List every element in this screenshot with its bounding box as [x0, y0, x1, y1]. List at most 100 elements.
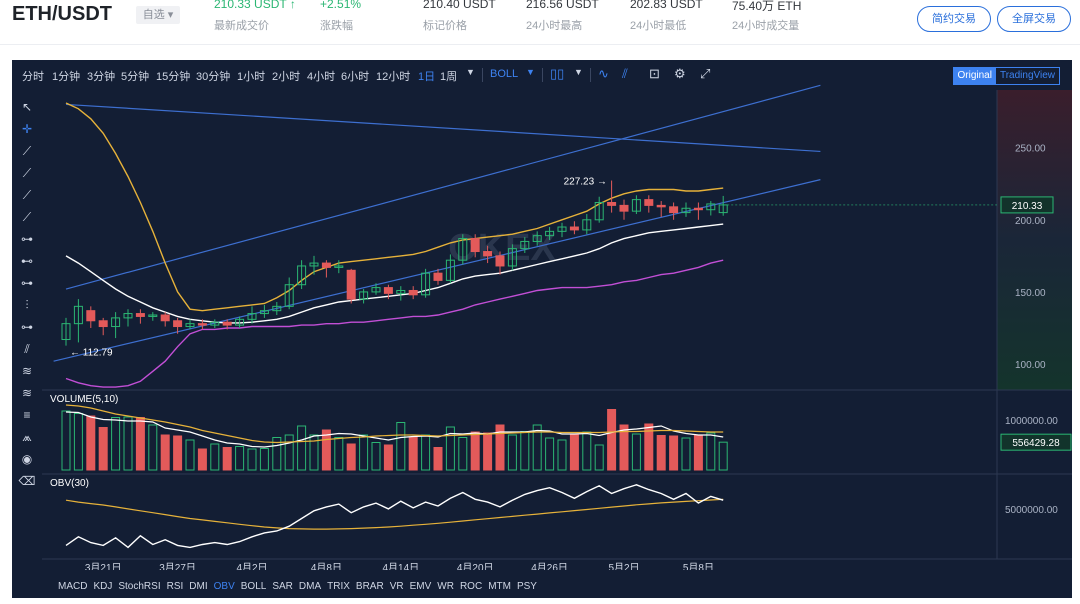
- ind-sar[interactable]: SAR: [272, 581, 293, 592]
- cursor-arrow-icon[interactable]: ↖: [21, 100, 33, 114]
- candle-type-icon[interactable]: ▯▯: [550, 66, 565, 81]
- wave-icon[interactable]: ≋: [21, 386, 33, 400]
- low-24h-value: 202.83 USDT: [630, 0, 703, 11]
- ray-icon[interactable]: ⟋: [22, 166, 32, 180]
- chevron-down-icon[interactable]: ▼: [526, 67, 535, 77]
- ind-rsi[interactable]: RSI: [166, 581, 184, 592]
- ind-kdj[interactable]: KDJ: [93, 581, 113, 592]
- tf-1w[interactable]: 1周: [440, 71, 458, 83]
- tf-15m[interactable]: 15分钟: [156, 71, 191, 83]
- volume-bar: [656, 435, 666, 471]
- chevron-down-icon[interactable]: ▼: [466, 67, 475, 77]
- ind-macd[interactable]: MACD: [58, 581, 88, 592]
- candle-body: [458, 238, 468, 261]
- vertical-line-icon[interactable]: ⫶: [25, 298, 29, 312]
- favorite-button[interactable]: 自选 ▾: [136, 6, 180, 24]
- view-tradingview-button[interactable]: TradingView: [999, 70, 1055, 81]
- volume-last-tag: [1000, 433, 1072, 451]
- volume-bar: [383, 444, 393, 471]
- candle-body: [507, 248, 517, 267]
- horizontal-segment-icon[interactable]: ⊶: [21, 276, 33, 290]
- tf-4h[interactable]: 4小时: [307, 71, 336, 83]
- tf-time[interactable]: 分时: [22, 71, 44, 83]
- ind-psy[interactable]: PSY: [516, 581, 537, 592]
- price-line-icon[interactable]: ⊶: [21, 320, 33, 334]
- volume-bar: [173, 435, 183, 471]
- settings-icon[interactable]: ⚙: [674, 66, 686, 81]
- obv-y-tick: 5000000.00: [1005, 505, 1058, 516]
- ind-emv[interactable]: EMV: [409, 581, 432, 592]
- ind-vr[interactable]: VR: [389, 581, 404, 592]
- camera-icon[interactable]: ⊡: [649, 66, 660, 81]
- view-original-button[interactable]: Original: [953, 68, 996, 84]
- crosshair-icon[interactable]: ✛: [21, 122, 33, 136]
- extended-line-icon[interactable]: ⟋: [22, 188, 32, 202]
- simple-trade-button[interactable]: 简约交易: [917, 6, 991, 32]
- candle-body: [309, 262, 319, 267]
- x-axis-tick: 5月8日: [683, 562, 714, 570]
- volume-bar: [284, 434, 294, 471]
- candle-body: [396, 289, 406, 294]
- candle-body: [669, 206, 679, 214]
- indicator-select[interactable]: BOLL: [490, 68, 519, 80]
- candle-body: [483, 251, 493, 257]
- full-screen-trade-button[interactable]: 全屏交易: [997, 6, 1071, 32]
- volume-bar: [222, 447, 232, 471]
- volume-bar: [148, 424, 158, 471]
- ind-obv[interactable]: OBV: [213, 581, 235, 592]
- segment-icon[interactable]: ⟋: [22, 144, 32, 158]
- eye-icon[interactable]: ◉: [21, 452, 33, 466]
- x-axis-tick: 4月14日: [382, 562, 419, 570]
- volume-bar: [210, 443, 220, 471]
- tf-30m[interactable]: 30分钟: [196, 71, 231, 83]
- trash-icon[interactable]: ⌫: [18, 474, 36, 488]
- ind-roc[interactable]: ROC: [459, 581, 483, 592]
- tf-1m[interactable]: 1分钟: [52, 71, 81, 83]
- volume-bar: [61, 410, 71, 471]
- chart-toolbar: 分时 1分钟 3分钟 5分钟 15分钟 30分钟 1小时 2小时 4小时 6小时…: [12, 60, 1072, 90]
- stat-24h-high: 216.56 USDT 24小时最高: [526, 0, 599, 33]
- chevron-down-icon[interactable]: ▼: [574, 67, 583, 77]
- ind-dma[interactable]: DMA: [298, 581, 322, 592]
- volume-bar: [334, 437, 344, 471]
- trend-line: [53, 179, 821, 362]
- ind-wr[interactable]: WR: [437, 581, 454, 592]
- volume-bar: [594, 444, 604, 471]
- parallel-line-icon[interactable]: ⟋: [22, 210, 32, 224]
- candle-body: [247, 313, 257, 320]
- tf-1h[interactable]: 1小时: [237, 71, 266, 83]
- volume-bar: [718, 441, 728, 471]
- ind-stochrsi[interactable]: StochRSI: [118, 581, 161, 592]
- pattern-icon[interactable]: ≋: [21, 364, 33, 378]
- volume-bar: [73, 413, 83, 471]
- gann-icon[interactable]: ⩕: [22, 430, 32, 444]
- fibonacci-icon[interactable]: ≡: [23, 408, 31, 422]
- stat-24h-low: 202.83 USDT 24小时最低: [630, 0, 703, 33]
- line-chart-icon[interactable]: ∿: [598, 66, 609, 81]
- draw-tool-icon[interactable]: ⫽: [622, 66, 628, 81]
- volume-bar: [545, 437, 555, 471]
- tf-1d[interactable]: 1日: [418, 71, 436, 83]
- ticker-header: ETH/USDT 自选 ▾ 210.33 USDT ↑ 最新成交价 +2.51%…: [0, 0, 1080, 45]
- volume-bar: [520, 431, 530, 471]
- tf-12h[interactable]: 12小时: [376, 71, 411, 83]
- tf-3m[interactable]: 3分钟: [87, 71, 116, 83]
- ind-brar[interactable]: BRAR: [355, 581, 384, 592]
- horizontal-ray-icon[interactable]: ⊷: [21, 254, 33, 268]
- ind-dmi[interactable]: DMI: [189, 581, 208, 592]
- ind-mtm[interactable]: MTM: [488, 581, 511, 592]
- tf-5m[interactable]: 5分钟: [121, 71, 150, 83]
- channel-icon[interactable]: ⫽: [24, 342, 30, 356]
- ind-trix[interactable]: TRIX: [327, 581, 350, 592]
- tf-6h[interactable]: 6小时: [341, 71, 370, 83]
- volume-bar: [532, 424, 542, 471]
- ind-boll[interactable]: BOLL: [240, 581, 267, 592]
- horizontal-line-icon[interactable]: ⊶: [21, 232, 33, 246]
- toolbar-divider: [590, 68, 591, 82]
- tf-2h[interactable]: 2小时: [272, 71, 301, 83]
- trend-line: [65, 84, 821, 290]
- fullscreen-icon[interactable]: ⤢: [700, 66, 711, 81]
- candle-body: [61, 323, 71, 341]
- volume-bar: [433, 447, 443, 471]
